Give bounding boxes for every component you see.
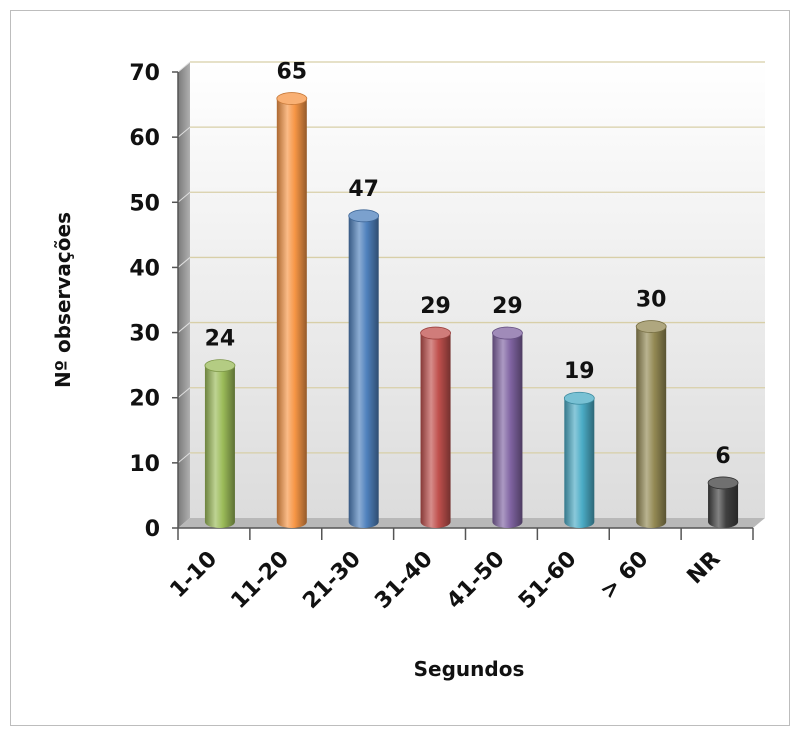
data-label: 29 [492, 294, 523, 319]
y-axis-title: Nº observações [51, 212, 75, 388]
x-tick-label: NR [683, 547, 726, 590]
gridline-side [177, 61, 191, 73]
x-tick-label: 31-40 [370, 547, 437, 614]
y-tick-label: 70 [129, 61, 160, 86]
bar-top [563, 391, 595, 405]
y-tick-label: 60 [129, 126, 160, 151]
bar-top [348, 209, 380, 223]
data-label: 19 [564, 359, 595, 384]
bar-top [707, 476, 739, 490]
bar-body [420, 333, 451, 528]
bar-body [204, 365, 235, 528]
x-axis-title: Segundos [414, 657, 525, 681]
gridline-side [177, 387, 191, 399]
data-label: 30 [636, 288, 667, 313]
bar-body [276, 98, 307, 529]
gridline-side [177, 191, 191, 203]
data-label: 47 [348, 177, 379, 202]
x-tick-label: 21-30 [298, 547, 365, 614]
bar-body [492, 333, 523, 528]
gridline-side [177, 322, 191, 333]
bars [204, 92, 739, 529]
data-label: 29 [420, 294, 451, 319]
x-tick-label: 11-20 [227, 547, 294, 614]
bar-top [420, 326, 451, 340]
bar-31-40 [420, 326, 451, 528]
gridline-side [177, 126, 191, 138]
bar-body [636, 326, 667, 528]
data-label: 24 [205, 327, 236, 352]
gridline-side [177, 257, 191, 268]
data-labels: 24 65 47 29 29 19 30 6 [205, 60, 731, 469]
x-tick-label: > 60 [596, 547, 654, 605]
bar-1-10 [204, 359, 236, 528]
x-axis: 1-10 11-20 21-30 31-40 41-50 51-60 > 60 NR [166, 527, 754, 614]
y-tick-label: 10 [129, 452, 160, 477]
floor [178, 518, 765, 528]
x-tick-label: 1-10 [166, 547, 223, 604]
bar-top [635, 320, 667, 333]
y-tick-label: 50 [129, 191, 160, 216]
bar--60 [635, 320, 667, 528]
bar-body [708, 482, 739, 528]
y-tick-label: 20 [129, 387, 160, 412]
bar-top [276, 92, 308, 105]
side-wall [178, 62, 190, 528]
y-tick-label: 0 [145, 517, 160, 542]
bar-body [348, 215, 379, 529]
y-tick-label: 30 [129, 322, 160, 347]
plot-background [178, 62, 765, 528]
back-wall [190, 62, 765, 518]
x-tick-label: 51-60 [514, 547, 581, 614]
bar-41-50 [492, 326, 523, 528]
bar-21-30 [348, 209, 380, 529]
bar-body [564, 398, 595, 528]
y-axis: 0 10 20 30 40 50 60 70 [129, 61, 179, 542]
gridline-side [177, 452, 191, 464]
bar-11-20 [276, 92, 308, 529]
x-tick-label: 41-50 [442, 547, 509, 614]
bar-top [492, 326, 523, 340]
bar-51-60 [563, 391, 595, 528]
bar-NR [707, 476, 739, 528]
y-tick-label: 40 [129, 256, 160, 281]
data-label: 6 [715, 444, 730, 469]
bar-top [204, 359, 236, 373]
data-label: 65 [277, 60, 308, 85]
